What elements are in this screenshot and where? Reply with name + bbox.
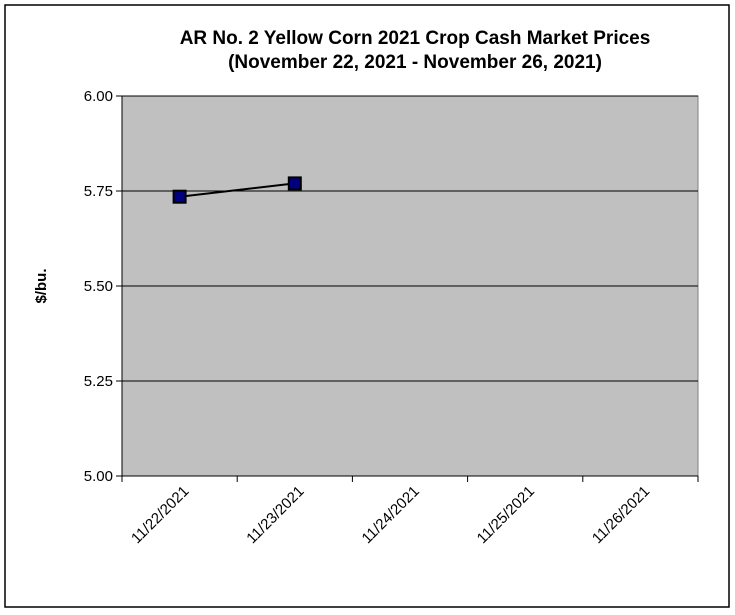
chart-title-line-1: AR No. 2 Yellow Corn 2021 Crop Cash Mark… (180, 28, 651, 49)
y-tick-label-4: 6.00 (84, 88, 113, 105)
y-tick-label-3: 5.75 (84, 183, 113, 200)
chart-title-line-2: (November 22, 2021 - November 26, 2021) (228, 52, 602, 73)
y-tick-label-2: 5.50 (84, 278, 113, 295)
gridlines (122, 95, 698, 382)
data-point-11/22/2021 (172, 189, 187, 204)
y-axis-ticks: 5.00 5.25 5.50 5.75 6.00 (84, 88, 122, 485)
data-series (172, 176, 302, 204)
y-tick-label-1: 5.25 (84, 373, 113, 390)
series-0-segment-0 (179, 182, 295, 198)
y-axis-label: $/bu. (33, 268, 50, 303)
y-tick-label-0: 5.00 (84, 468, 113, 485)
data-point-11/23/2021 (287, 176, 302, 191)
